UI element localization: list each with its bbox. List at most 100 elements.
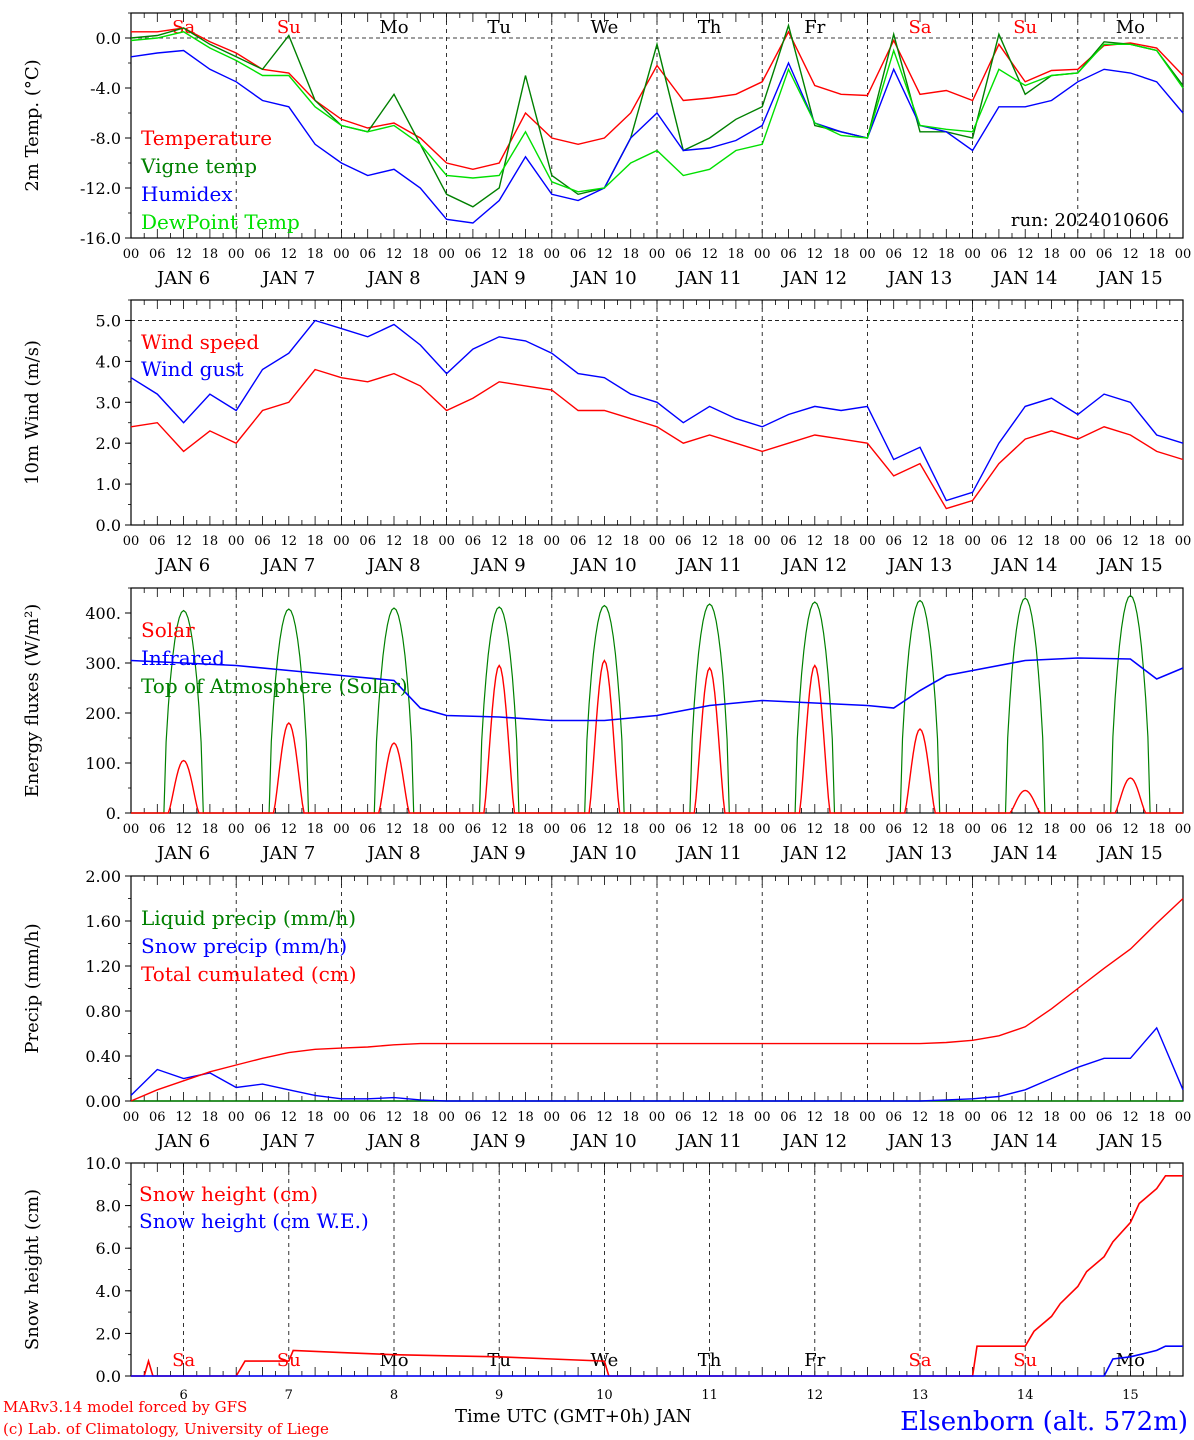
- x-hour-label: 00: [123, 1110, 140, 1125]
- y-tick-label: -12.0: [80, 179, 121, 198]
- day-name-label: Su: [277, 17, 301, 38]
- x-hour-label: 18: [412, 534, 429, 549]
- legend-entry: Wind gust: [141, 357, 244, 381]
- x-hour-label: 18: [833, 1110, 850, 1125]
- x-hour-label: 18: [938, 247, 955, 262]
- y-tick-label: -8.0: [90, 129, 121, 148]
- y-tick-label: 4.0: [96, 1282, 121, 1301]
- x-hour-label: 12: [701, 822, 718, 837]
- x-hour-label: 00: [649, 247, 666, 262]
- x-hour-label: 18: [938, 822, 955, 837]
- x-hour-label: 00: [333, 534, 350, 549]
- x-hour-label: 00: [544, 822, 561, 837]
- x-hour-label: 12: [1017, 534, 1034, 549]
- x-hour-label: 12: [807, 822, 824, 837]
- x-hour-label: 12: [701, 1110, 718, 1125]
- x-hour-label: 06: [1096, 534, 1113, 549]
- station-name: Elsenborn (alt. 572m): [900, 1407, 1188, 1437]
- x-hour-label: 12: [596, 534, 613, 549]
- x-hour-label: 12: [1017, 1110, 1034, 1125]
- day-name-label: Th: [698, 1350, 722, 1371]
- x-hour-label: 06: [991, 1110, 1008, 1125]
- x-hour-label: 00: [1175, 1110, 1192, 1125]
- x-hour-label: 00: [754, 1110, 771, 1125]
- x-hour-label: 00: [754, 534, 771, 549]
- x-hour-label: 18: [202, 247, 219, 262]
- x-date-label: JAN 8: [365, 268, 420, 289]
- series-line-temperature: [131, 27, 1184, 171]
- x-hour-label: 00: [228, 534, 245, 549]
- x-hour-label: 18: [622, 1110, 639, 1125]
- x-hour-label: 18: [833, 247, 850, 262]
- x-hour-label: 00: [123, 534, 140, 549]
- day-name-label: Sa: [908, 1350, 931, 1371]
- day-name-label: Sa: [172, 1350, 195, 1371]
- x-hour-label: 18: [938, 534, 955, 549]
- x-hour-label: 06: [254, 534, 271, 549]
- meteogram-panels: -16.0 -12.0 -8.0 -4.0 0.0 2m Temp. (°C) 00 06 12…: [22, 12, 1192, 1403]
- x-hour-label: 12: [281, 534, 298, 549]
- y-tick-label: 5.0: [96, 311, 121, 330]
- y-tick-label: 300.: [85, 654, 121, 673]
- x-hour-label: 12: [386, 247, 403, 262]
- x-hour-label: 06: [570, 534, 587, 549]
- x-day-label: 15: [1122, 1388, 1139, 1403]
- x-hour-label: 06: [254, 1110, 271, 1125]
- x-hour-label: 06: [675, 534, 692, 549]
- x-hour-label: 18: [517, 247, 534, 262]
- y-tick-label: 200.: [85, 704, 121, 723]
- x-hour-label: 18: [202, 822, 219, 837]
- x-hour-label: 00: [1070, 1110, 1087, 1125]
- x-date-label: JAN 9: [471, 555, 526, 576]
- y-tick-label: 4.0: [96, 352, 121, 371]
- x-date-label: JAN 9: [471, 268, 526, 289]
- legend-entry: Humidex: [141, 182, 233, 206]
- x-hour-label: 06: [675, 1110, 692, 1125]
- x-hour-label: 12: [1017, 247, 1034, 262]
- x-date-label: JAN 15: [1096, 1131, 1163, 1152]
- x-hour-label: 06: [991, 822, 1008, 837]
- x-hour-label: 00: [859, 534, 876, 549]
- x-hour-label: 18: [1148, 247, 1165, 262]
- x-hour-label: 18: [202, 1110, 219, 1125]
- y-tick-label: 0.0: [96, 516, 121, 535]
- x-hour-label: 06: [885, 534, 902, 549]
- day-name-label: Mo: [379, 1350, 408, 1371]
- x-date-label: JAN 11: [675, 555, 742, 576]
- x-hour-label: 06: [675, 247, 692, 262]
- x-hour-label: 12: [491, 822, 508, 837]
- x-hour-label: 06: [780, 822, 797, 837]
- x-date-label: JAN 12: [781, 1131, 848, 1152]
- x-hour-label: 12: [1017, 822, 1034, 837]
- x-hour-label: 18: [728, 822, 745, 837]
- x-date-label: JAN 13: [886, 268, 953, 289]
- legend-entry: Liquid precip (mm/h): [141, 906, 356, 930]
- x-hour-label: 12: [175, 1110, 192, 1125]
- y-tick-label: 2.0: [96, 1324, 121, 1343]
- day-name-label: Su: [1013, 1350, 1037, 1371]
- x-hour-label: 18: [622, 534, 639, 549]
- x-hour-label: 00: [1070, 822, 1087, 837]
- x-date-label: JAN 14: [991, 843, 1058, 864]
- x-date-label: JAN 13: [886, 843, 953, 864]
- y-tick-label: 0.0: [96, 29, 121, 48]
- x-day-label: 14: [1017, 1388, 1034, 1403]
- x-hour-label: 18: [1148, 534, 1165, 549]
- legend-entry: Wind speed: [141, 330, 259, 354]
- legend-entry: Infrared: [141, 646, 225, 670]
- y-axis-label: Snow height (cm): [22, 1189, 43, 1350]
- x-hour-label: 06: [465, 247, 482, 262]
- x-hour-label: 06: [991, 247, 1008, 262]
- x-date-label: JAN 6: [155, 555, 210, 576]
- x-day-label: 13: [912, 1388, 929, 1403]
- series-line-infrared: [130, 657, 1184, 722]
- x-hour-label: 18: [728, 1110, 745, 1125]
- series-line-vigne-temp: [130, 23, 1184, 208]
- series-line-wind-gust: [130, 319, 1184, 502]
- x-axis-label: Time UTC (GMT+0h) JAN: [455, 1406, 692, 1427]
- x-date-label: JAN 13: [886, 555, 953, 576]
- x-hour-label: 12: [386, 534, 403, 549]
- y-tick-label: 1.60: [85, 912, 121, 931]
- x-hour-label: 12: [701, 534, 718, 549]
- lab-credit: (c) Lab. of Climatology, University of L…: [3, 1420, 329, 1438]
